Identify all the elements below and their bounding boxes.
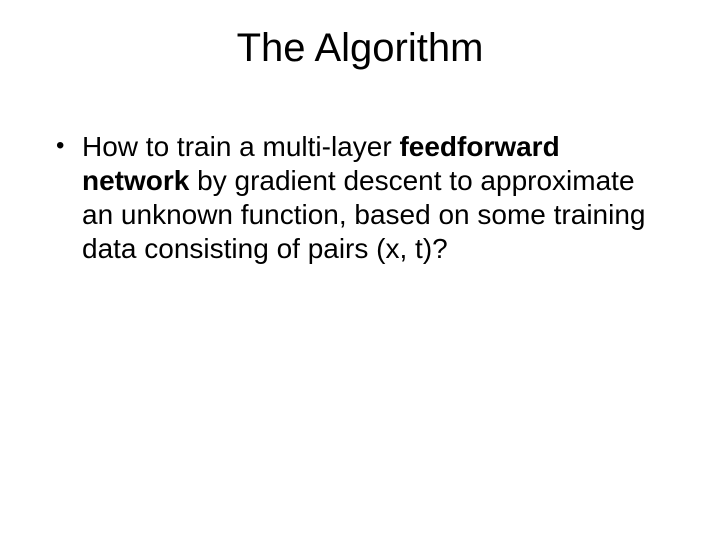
slide-body: How to train a multi-layer feedforward n… (54, 130, 666, 267)
bullet-list: How to train a multi-layer feedforward n… (54, 130, 666, 267)
slide-title: The Algorithm (0, 26, 720, 71)
bullet-text-pre: How to train a multi-layer (82, 131, 399, 162)
bullet-item: How to train a multi-layer feedforward n… (54, 130, 666, 267)
slide: The Algorithm How to train a multi-layer… (0, 0, 720, 540)
